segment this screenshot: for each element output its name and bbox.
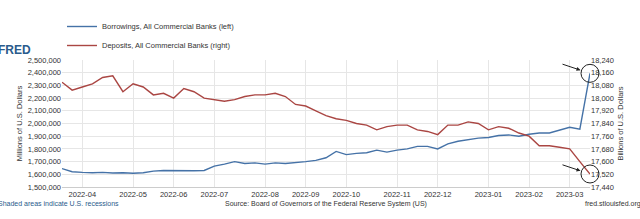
svg-text:2022-09: 2022-09 (292, 190, 320, 199)
svg-text:2,000,000: 2,000,000 (28, 119, 61, 128)
svg-text:17,680: 17,680 (591, 145, 614, 154)
svg-text:1,500,000: 1,500,000 (28, 183, 61, 192)
svg-text:1,600,000: 1,600,000 (28, 170, 61, 179)
svg-text:18,160: 18,160 (591, 68, 614, 77)
svg-text:17,440: 17,440 (591, 183, 614, 192)
svg-text:2022-07: 2022-07 (201, 190, 229, 199)
svg-text:2022-11: 2022-11 (384, 190, 411, 199)
svg-text:2022-10: 2022-10 (333, 190, 361, 199)
svg-text:Shaded areas indicate U.S. rec: Shaded areas indicate U.S. recessions (0, 200, 119, 207)
svg-text:2022-05: 2022-05 (119, 190, 147, 199)
svg-text:2,200,000: 2,200,000 (28, 94, 61, 103)
svg-text:2022-08: 2022-08 (251, 190, 279, 199)
svg-text:Millions of U.S. Dollars: Millions of U.S. Dollars (15, 86, 24, 162)
svg-text:Source: Board of Governors of: Source: Board of Governors of the Federa… (225, 200, 427, 208)
svg-text:1,900,000: 1,900,000 (28, 132, 61, 141)
svg-text:2,100,000: 2,100,000 (28, 106, 61, 115)
svg-text:2,500,000: 2,500,000 (28, 56, 61, 65)
svg-text:17,760: 17,760 (591, 132, 614, 141)
svg-text:18,080: 18,080 (591, 81, 614, 90)
svg-text:2,400,000: 2,400,000 (28, 68, 61, 77)
svg-text:1,800,000: 1,800,000 (28, 145, 61, 154)
svg-text:2023-01: 2023-01 (475, 190, 503, 199)
svg-text:2023-03: 2023-03 (556, 190, 584, 199)
svg-text:17,920: 17,920 (591, 106, 614, 115)
svg-text:2022-06: 2022-06 (160, 190, 188, 199)
svg-text:fred.stlouisfed.org: fred.stlouisfed.org (585, 200, 640, 208)
svg-text:2022-12: 2022-12 (424, 190, 452, 199)
svg-text:FRED: FRED (0, 43, 31, 57)
svg-text:17,520: 17,520 (591, 170, 614, 179)
svg-text:2,300,000: 2,300,000 (28, 81, 61, 90)
svg-text:1,700,000: 1,700,000 (28, 157, 61, 166)
svg-text:17,840: 17,840 (591, 119, 614, 128)
svg-text:Billions of U.S. Dollars: Billions of U.S. Dollars (616, 86, 625, 160)
svg-text:18,000: 18,000 (591, 94, 614, 103)
svg-text:2022-04: 2022-04 (69, 190, 97, 199)
svg-text:2023-02: 2023-02 (515, 190, 543, 199)
svg-text:Deposits, All Commercial Banks: Deposits, All Commercial Banks (right) (102, 41, 230, 50)
svg-text:18,240: 18,240 (591, 56, 614, 65)
svg-text:Borrowings, All Commercial Ban: Borrowings, All Commercial Banks (left) (102, 22, 234, 31)
svg-text:17,600: 17,600 (591, 157, 614, 166)
